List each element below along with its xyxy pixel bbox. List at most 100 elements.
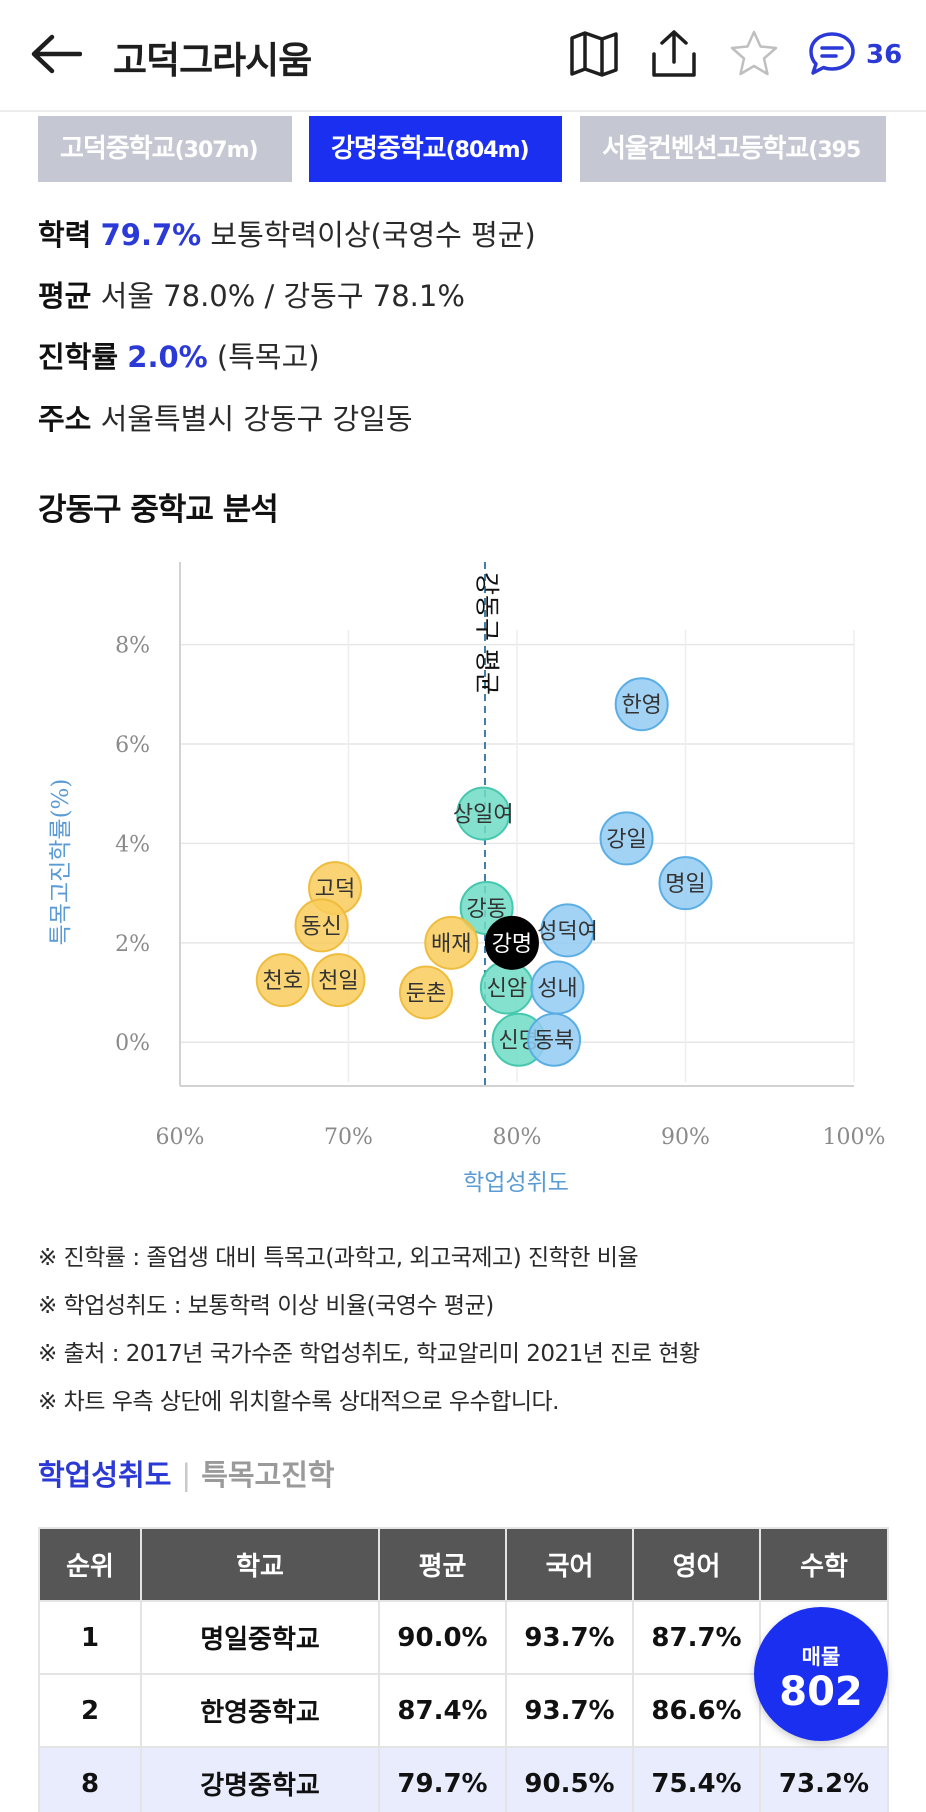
point-marker: [255, 953, 310, 1008]
info-highlight-value: 79.7%: [100, 218, 202, 252]
point-marker: [311, 953, 366, 1008]
point-marker: [399, 965, 454, 1020]
header-average: 평균: [378, 1527, 507, 1602]
tab-divider: |: [181, 1458, 192, 1492]
info-address: 주소 서울특별시 강동구 강일동: [38, 396, 413, 438]
point-marker: [484, 915, 539, 970]
chat-icon[interactable]: [806, 28, 858, 80]
point-label: 강명: [492, 932, 532, 957]
info-desc: 보통학력이상(국영수 평균): [210, 218, 536, 252]
data-point-명일[interactable]: 명일: [658, 856, 713, 911]
point-label: 둔촌: [406, 982, 446, 1007]
y-tick-label: 4%: [115, 832, 150, 857]
point-marker: [527, 1012, 582, 1067]
y-axis-label: 특목고진학률(%): [48, 779, 74, 946]
star-icon[interactable]: [728, 28, 780, 80]
listing-label: 매물: [801, 1645, 841, 1669]
data-point-천호[interactable]: 천호: [255, 953, 310, 1008]
point-label: 성내: [537, 977, 577, 1002]
tab-school-distance: (395: [808, 138, 861, 163]
app-header: 고덕그라시움 36: [0, 0, 926, 112]
cell-english: 86.6%: [632, 1673, 761, 1748]
point-marker: [599, 811, 654, 866]
data-point-상일여[interactable]: 상일여: [453, 786, 514, 841]
listing-count-button[interactable]: 매물 802: [754, 1607, 888, 1741]
tab-school-name: 고덕중학교: [60, 134, 176, 164]
note-line: ※ 진학률 : 졸업생 대비 특목고(과학고, 외고국제고) 진학한 비율: [38, 1245, 639, 1271]
info-value: 서울특별시 강동구 강일동: [100, 402, 413, 436]
data-point-배재[interactable]: 배재: [424, 915, 479, 970]
point-label: 동신: [301, 914, 341, 939]
point-label: 성덕여: [537, 919, 598, 944]
tab-school-1[interactable]: 고덕중학교(307m): [38, 116, 292, 182]
cell-rank: 8: [38, 1746, 142, 1812]
chart-axes: 0% 2% 4% 6% 8% 60% 70% 80% 90% 100%: [115, 562, 885, 1150]
chart-reference: 강동구 평균: [472, 562, 501, 1086]
tab-school-distance: (307m): [174, 138, 259, 163]
tab-school-name: 강명중학교: [331, 134, 447, 164]
cell-school: 명일중학교: [140, 1600, 380, 1675]
data-point-동북[interactable]: 동북: [527, 1012, 582, 1067]
cell-average: 79.7%: [378, 1746, 507, 1812]
info-advance-rate: 진학률 2.0% (특목고): [38, 334, 320, 376]
info-value: 서울 78.0% / 강동구 78.1%: [100, 279, 465, 313]
note-line: ※ 학업성취도 : 보통학력 이상 비율(국영수 평균): [38, 1293, 494, 1319]
point-label: 배재: [431, 932, 471, 957]
cell-korean: 90.5%: [505, 1746, 634, 1812]
note-line: ※ 출처 : 2017년 국가수준 학업성취도, 학교알리미 2021년 진로 …: [38, 1341, 700, 1367]
cell-rank: 2: [38, 1673, 142, 1748]
comment-count[interactable]: 36: [866, 40, 903, 70]
tab-school-3[interactable]: 서울컨벤션고등학교(395: [580, 116, 886, 182]
table-row-selected[interactable]: 8 강명중학교 79.7% 90.5% 75.4% 73.2%: [38, 1746, 889, 1812]
info-highlight-value: 2.0%: [127, 340, 208, 374]
table-row[interactable]: 1 명일중학교 90.0% 93.7% 87.7%: [38, 1600, 889, 1675]
table-header-row: 순위 학교 평균 국어 영어 수학: [38, 1527, 889, 1602]
scatter-chart: 0% 2% 4% 6% 8% 60% 70% 80% 90% 100% 강동구 평균 한영상일여강…: [48, 562, 885, 1196]
tab-achievement[interactable]: 학업성취도: [38, 1458, 172, 1492]
ranking-tabs: 학업성취도 | 특목고진학: [38, 1452, 335, 1494]
header-rank: 순위: [38, 1527, 142, 1602]
point-label: 신암: [487, 977, 527, 1002]
section-title: 강동구 중학교 분석: [38, 492, 279, 528]
point-marker: [424, 915, 479, 970]
data-point-동신[interactable]: 동신: [294, 898, 349, 953]
x-tick-label: 70%: [324, 1125, 373, 1150]
cell-average: 90.0%: [378, 1600, 507, 1675]
cell-school: 한영중학교: [140, 1673, 380, 1748]
average-reference-label: 강동구 평균: [472, 572, 501, 695]
data-point-한영[interactable]: 한영: [614, 677, 669, 732]
y-tick-label: 8%: [115, 634, 150, 659]
tab-school-distance: (804m): [445, 138, 530, 163]
note-line: ※ 차트 우측 상단에 위치할수록 상대적으로 우수합니다.: [38, 1389, 559, 1415]
tab-special-school[interactable]: 특목고진학: [201, 1458, 335, 1492]
share-icon[interactable]: [648, 28, 700, 80]
x-axis-label: 학업성취도: [463, 1170, 569, 1196]
data-point-성내[interactable]: 성내: [530, 960, 585, 1015]
map-icon[interactable]: [568, 28, 620, 80]
x-tick-label: 60%: [156, 1125, 205, 1150]
header-math: 수학: [759, 1527, 889, 1602]
data-point-천일[interactable]: 천일: [311, 953, 366, 1008]
point-label: 강동: [466, 897, 506, 922]
y-tick-label: 2%: [115, 932, 150, 957]
point-label: 강일: [606, 827, 646, 852]
point-marker: [456, 786, 511, 841]
page-title: 고덕그라시움: [113, 39, 312, 82]
data-point-성덕여[interactable]: 성덕여: [537, 903, 598, 958]
info-desc: (특목고): [216, 340, 320, 374]
info-average: 평균 서울 78.0% / 강동구 78.1%: [38, 273, 465, 315]
x-tick-label: 90%: [661, 1125, 710, 1150]
point-label: 한영: [621, 693, 661, 718]
data-point-둔촌[interactable]: 둔촌: [399, 965, 454, 1020]
point-label: 천호: [263, 969, 303, 994]
header-english: 영어: [632, 1527, 761, 1602]
header-school: 학교: [140, 1527, 380, 1602]
listing-count: 802: [779, 1669, 863, 1715]
data-point-강명[interactable]: 강명: [484, 915, 539, 970]
back-arrow-icon[interactable]: [30, 34, 82, 74]
y-tick-label: 6%: [115, 733, 150, 758]
data-point-강일[interactable]: 강일: [599, 811, 654, 866]
data-point-신암[interactable]: 신암: [479, 960, 534, 1015]
tab-school-2[interactable]: 강명중학교(804m): [309, 116, 562, 182]
